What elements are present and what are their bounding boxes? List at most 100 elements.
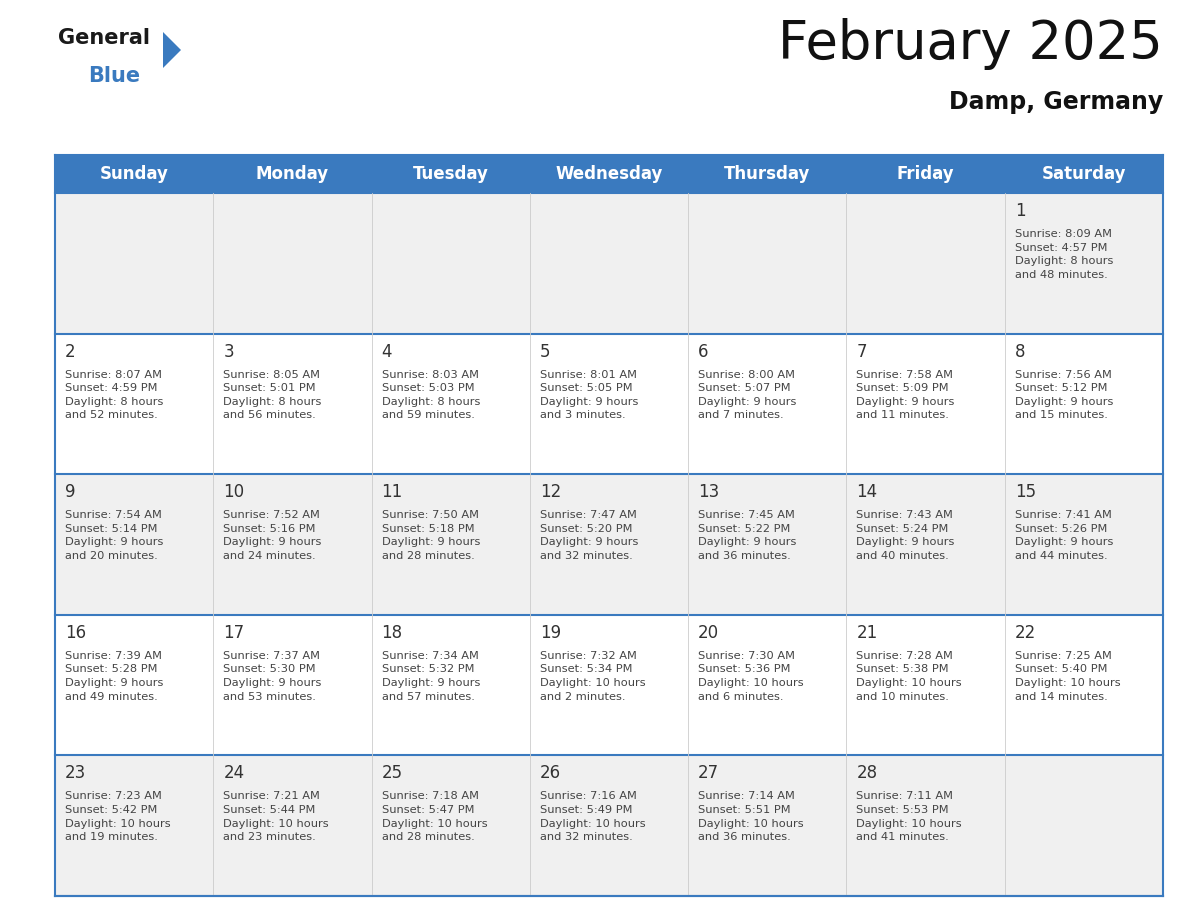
Text: 2: 2 <box>65 342 76 361</box>
Text: Sunrise: 8:09 AM
Sunset: 4:57 PM
Daylight: 8 hours
and 48 minutes.: Sunrise: 8:09 AM Sunset: 4:57 PM Dayligh… <box>1015 229 1113 280</box>
Text: Sunrise: 7:54 AM
Sunset: 5:14 PM
Daylight: 9 hours
and 20 minutes.: Sunrise: 7:54 AM Sunset: 5:14 PM Dayligh… <box>65 510 164 561</box>
Text: 8: 8 <box>1015 342 1025 361</box>
Bar <box>846 615 1005 756</box>
Bar <box>1005 333 1163 475</box>
Text: 1: 1 <box>1015 202 1025 220</box>
Bar <box>530 475 688 615</box>
Bar <box>214 333 372 475</box>
Text: 7: 7 <box>857 342 867 361</box>
Bar <box>846 333 1005 475</box>
Bar <box>688 615 846 756</box>
Text: 15: 15 <box>1015 483 1036 501</box>
Bar <box>1005 615 1163 756</box>
Bar <box>55 475 214 615</box>
Bar <box>372 333 530 475</box>
Text: Sunrise: 7:16 AM
Sunset: 5:49 PM
Daylight: 10 hours
and 32 minutes.: Sunrise: 7:16 AM Sunset: 5:49 PM Dayligh… <box>539 791 645 842</box>
Text: 4: 4 <box>381 342 392 361</box>
Text: 19: 19 <box>539 624 561 642</box>
Text: 14: 14 <box>857 483 878 501</box>
Bar <box>214 756 372 896</box>
Text: Sunrise: 7:34 AM
Sunset: 5:32 PM
Daylight: 9 hours
and 57 minutes.: Sunrise: 7:34 AM Sunset: 5:32 PM Dayligh… <box>381 651 480 701</box>
Bar <box>688 756 846 896</box>
Text: 9: 9 <box>65 483 76 501</box>
Text: 13: 13 <box>699 483 720 501</box>
Text: Sunrise: 7:39 AM
Sunset: 5:28 PM
Daylight: 9 hours
and 49 minutes.: Sunrise: 7:39 AM Sunset: 5:28 PM Dayligh… <box>65 651 164 701</box>
Bar <box>55 333 214 475</box>
Bar <box>372 475 530 615</box>
Text: Thursday: Thursday <box>725 165 810 183</box>
Bar <box>55 155 1163 193</box>
Bar <box>846 756 1005 896</box>
Text: 18: 18 <box>381 624 403 642</box>
Text: General: General <box>58 28 150 48</box>
Text: Monday: Monday <box>255 165 329 183</box>
Text: Sunrise: 7:30 AM
Sunset: 5:36 PM
Daylight: 10 hours
and 6 minutes.: Sunrise: 7:30 AM Sunset: 5:36 PM Dayligh… <box>699 651 804 701</box>
Text: Sunrise: 7:52 AM
Sunset: 5:16 PM
Daylight: 9 hours
and 24 minutes.: Sunrise: 7:52 AM Sunset: 5:16 PM Dayligh… <box>223 510 322 561</box>
Text: February 2025: February 2025 <box>778 18 1163 70</box>
Bar <box>1005 475 1163 615</box>
Bar <box>688 333 846 475</box>
Text: Sunrise: 7:41 AM
Sunset: 5:26 PM
Daylight: 9 hours
and 44 minutes.: Sunrise: 7:41 AM Sunset: 5:26 PM Dayligh… <box>1015 510 1113 561</box>
Text: Friday: Friday <box>897 165 954 183</box>
Bar <box>530 615 688 756</box>
Bar <box>214 475 372 615</box>
Text: 12: 12 <box>539 483 561 501</box>
Text: Sunday: Sunday <box>100 165 169 183</box>
Text: 17: 17 <box>223 624 245 642</box>
Text: Sunrise: 8:03 AM
Sunset: 5:03 PM
Daylight: 8 hours
and 59 minutes.: Sunrise: 8:03 AM Sunset: 5:03 PM Dayligh… <box>381 370 480 420</box>
Text: Sunrise: 7:11 AM
Sunset: 5:53 PM
Daylight: 10 hours
and 41 minutes.: Sunrise: 7:11 AM Sunset: 5:53 PM Dayligh… <box>857 791 962 842</box>
Text: Sunrise: 8:01 AM
Sunset: 5:05 PM
Daylight: 9 hours
and 3 minutes.: Sunrise: 8:01 AM Sunset: 5:05 PM Dayligh… <box>539 370 638 420</box>
Bar <box>1005 756 1163 896</box>
Text: 6: 6 <box>699 342 709 361</box>
Text: Blue: Blue <box>88 66 140 86</box>
Text: Sunrise: 7:25 AM
Sunset: 5:40 PM
Daylight: 10 hours
and 14 minutes.: Sunrise: 7:25 AM Sunset: 5:40 PM Dayligh… <box>1015 651 1120 701</box>
Text: Sunrise: 7:56 AM
Sunset: 5:12 PM
Daylight: 9 hours
and 15 minutes.: Sunrise: 7:56 AM Sunset: 5:12 PM Dayligh… <box>1015 370 1113 420</box>
Bar <box>846 475 1005 615</box>
Bar <box>688 193 846 333</box>
Bar <box>372 756 530 896</box>
Text: Saturday: Saturday <box>1042 165 1126 183</box>
Text: 26: 26 <box>539 765 561 782</box>
Text: 5: 5 <box>539 342 550 361</box>
Text: Damp, Germany: Damp, Germany <box>949 90 1163 114</box>
Text: 3: 3 <box>223 342 234 361</box>
Text: Sunrise: 7:14 AM
Sunset: 5:51 PM
Daylight: 10 hours
and 36 minutes.: Sunrise: 7:14 AM Sunset: 5:51 PM Dayligh… <box>699 791 804 842</box>
Text: 22: 22 <box>1015 624 1036 642</box>
Text: Sunrise: 8:00 AM
Sunset: 5:07 PM
Daylight: 9 hours
and 7 minutes.: Sunrise: 8:00 AM Sunset: 5:07 PM Dayligh… <box>699 370 796 420</box>
Bar <box>688 475 846 615</box>
Text: Sunrise: 7:37 AM
Sunset: 5:30 PM
Daylight: 9 hours
and 53 minutes.: Sunrise: 7:37 AM Sunset: 5:30 PM Dayligh… <box>223 651 322 701</box>
Text: Sunrise: 7:32 AM
Sunset: 5:34 PM
Daylight: 10 hours
and 2 minutes.: Sunrise: 7:32 AM Sunset: 5:34 PM Dayligh… <box>539 651 645 701</box>
Text: Sunrise: 8:05 AM
Sunset: 5:01 PM
Daylight: 8 hours
and 56 minutes.: Sunrise: 8:05 AM Sunset: 5:01 PM Dayligh… <box>223 370 322 420</box>
Bar <box>214 615 372 756</box>
Bar <box>372 193 530 333</box>
Text: Tuesday: Tuesday <box>412 165 488 183</box>
Bar <box>1005 193 1163 333</box>
Text: Sunrise: 7:28 AM
Sunset: 5:38 PM
Daylight: 10 hours
and 10 minutes.: Sunrise: 7:28 AM Sunset: 5:38 PM Dayligh… <box>857 651 962 701</box>
Text: 24: 24 <box>223 765 245 782</box>
Text: Sunrise: 7:45 AM
Sunset: 5:22 PM
Daylight: 9 hours
and 36 minutes.: Sunrise: 7:45 AM Sunset: 5:22 PM Dayligh… <box>699 510 796 561</box>
Text: Sunrise: 7:23 AM
Sunset: 5:42 PM
Daylight: 10 hours
and 19 minutes.: Sunrise: 7:23 AM Sunset: 5:42 PM Dayligh… <box>65 791 171 842</box>
Text: Sunrise: 7:43 AM
Sunset: 5:24 PM
Daylight: 9 hours
and 40 minutes.: Sunrise: 7:43 AM Sunset: 5:24 PM Dayligh… <box>857 510 955 561</box>
Text: 27: 27 <box>699 765 719 782</box>
Text: Sunrise: 7:50 AM
Sunset: 5:18 PM
Daylight: 9 hours
and 28 minutes.: Sunrise: 7:50 AM Sunset: 5:18 PM Dayligh… <box>381 510 480 561</box>
Bar <box>55 756 214 896</box>
Text: Sunrise: 7:21 AM
Sunset: 5:44 PM
Daylight: 10 hours
and 23 minutes.: Sunrise: 7:21 AM Sunset: 5:44 PM Dayligh… <box>223 791 329 842</box>
Text: 11: 11 <box>381 483 403 501</box>
Bar <box>55 193 214 333</box>
Text: Sunrise: 8:07 AM
Sunset: 4:59 PM
Daylight: 8 hours
and 52 minutes.: Sunrise: 8:07 AM Sunset: 4:59 PM Dayligh… <box>65 370 164 420</box>
Bar <box>530 193 688 333</box>
Bar <box>530 333 688 475</box>
Bar <box>214 193 372 333</box>
Bar <box>530 756 688 896</box>
Text: 21: 21 <box>857 624 878 642</box>
Text: 16: 16 <box>65 624 86 642</box>
Text: 25: 25 <box>381 765 403 782</box>
Text: 20: 20 <box>699 624 719 642</box>
Text: Sunrise: 7:18 AM
Sunset: 5:47 PM
Daylight: 10 hours
and 28 minutes.: Sunrise: 7:18 AM Sunset: 5:47 PM Dayligh… <box>381 791 487 842</box>
Text: Wednesday: Wednesday <box>555 165 663 183</box>
Text: Sunrise: 7:58 AM
Sunset: 5:09 PM
Daylight: 9 hours
and 11 minutes.: Sunrise: 7:58 AM Sunset: 5:09 PM Dayligh… <box>857 370 955 420</box>
Text: 28: 28 <box>857 765 878 782</box>
Bar <box>846 193 1005 333</box>
Text: 10: 10 <box>223 483 245 501</box>
Bar <box>55 615 214 756</box>
